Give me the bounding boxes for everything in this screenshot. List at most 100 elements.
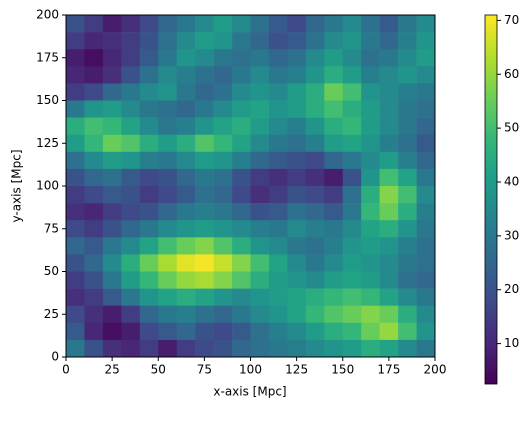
heat-cell <box>361 134 380 153</box>
heat-cell <box>84 32 104 50</box>
heat-cell <box>398 203 417 221</box>
heat-cell <box>250 271 270 289</box>
heat-cell <box>379 288 399 306</box>
heat-cell <box>102 151 122 170</box>
heat-cell <box>213 237 233 255</box>
heat-cell <box>250 151 270 170</box>
heat-cell <box>361 151 380 170</box>
heat-cell <box>398 186 417 204</box>
heat-cell <box>287 15 307 33</box>
heat-cell <box>102 339 122 358</box>
heat-cell <box>121 134 141 153</box>
heat-cell <box>250 32 270 50</box>
heat-cell <box>232 288 251 306</box>
heat-cell <box>158 134 177 153</box>
y-tick-label: 125 <box>36 136 59 150</box>
heat-cell <box>398 220 417 238</box>
heat-cell <box>268 305 288 324</box>
heat-cell <box>102 117 122 135</box>
heat-cell <box>139 305 159 324</box>
heat-cell <box>287 254 307 272</box>
heat-cell <box>158 220 177 238</box>
heat-cell <box>342 83 362 101</box>
heat-cell <box>305 151 325 170</box>
heat-cell <box>416 66 436 84</box>
heat-cell <box>84 168 104 187</box>
heat-cell <box>213 15 233 33</box>
heat-cell <box>232 66 251 84</box>
heat-cell <box>324 271 344 289</box>
heat-cell <box>176 32 196 50</box>
heat-cell <box>176 322 196 341</box>
heat-cell <box>176 186 196 204</box>
heat-cell <box>121 288 141 306</box>
heat-cell <box>361 220 380 238</box>
heat-cell <box>121 117 141 135</box>
heat-cell <box>379 32 399 50</box>
heat-cell <box>287 271 307 289</box>
heat-cell <box>84 254 104 272</box>
heat-cell <box>398 83 417 101</box>
heat-cell <box>342 186 362 204</box>
heat-cell <box>121 83 141 101</box>
heat-cell <box>84 288 104 306</box>
x-tick-label: 25 <box>104 363 119 377</box>
heat-cell <box>158 322 177 341</box>
heat-cell <box>398 66 417 84</box>
x-tick-label: 50 <box>151 363 166 377</box>
heat-cell <box>158 339 177 358</box>
heat-cell <box>398 32 417 50</box>
heat-cell <box>250 49 270 67</box>
heat-cell <box>102 305 122 324</box>
x-tick-label: 175 <box>377 363 400 377</box>
heat-cell <box>66 134 85 153</box>
heat-cell <box>416 83 436 101</box>
x-tick-label: 100 <box>239 363 262 377</box>
heat-cell <box>250 339 270 358</box>
heat-cell <box>66 83 85 101</box>
heat-cell <box>213 186 233 204</box>
heat-cell <box>102 288 122 306</box>
heat-cell <box>268 220 288 238</box>
heat-cell <box>66 339 85 358</box>
heat-cell <box>213 66 233 84</box>
heat-cell <box>158 305 177 324</box>
heat-cell <box>176 168 196 187</box>
heat-cell <box>324 237 344 255</box>
heat-cell <box>361 254 380 272</box>
heat-cell <box>232 254 251 272</box>
heat-cell <box>324 168 344 187</box>
heat-cell <box>232 117 251 135</box>
heat-cell <box>158 288 177 306</box>
heat-cell <box>213 151 233 170</box>
heat-cell <box>361 100 380 118</box>
heat-cell <box>195 168 214 187</box>
heat-cell <box>250 220 270 238</box>
heat-cell <box>102 186 122 204</box>
heat-cell <box>213 100 233 118</box>
heat-cell <box>121 32 141 50</box>
x-tick-label: 125 <box>285 363 308 377</box>
heat-cell <box>84 134 104 153</box>
heat-cell <box>84 66 104 84</box>
heat-cell <box>268 66 288 84</box>
heat-cell <box>324 339 344 358</box>
heat-cell <box>195 66 214 84</box>
heat-cell <box>139 220 159 238</box>
heat-cell <box>176 271 196 289</box>
heat-cell <box>250 186 270 204</box>
heat-cell <box>139 288 159 306</box>
heat-cell <box>139 83 159 101</box>
heat-cell <box>213 339 233 358</box>
x-tick-label: 0 <box>62 363 70 377</box>
heat-cell <box>232 271 251 289</box>
heat-cell <box>66 271 85 289</box>
heat-cell <box>139 49 159 67</box>
heat-cell <box>250 168 270 187</box>
heat-cell <box>84 15 104 33</box>
heat-cell <box>66 288 85 306</box>
heat-cell <box>268 186 288 204</box>
heat-cell <box>361 117 380 135</box>
heat-cell <box>102 322 122 341</box>
heat-cell <box>84 237 104 255</box>
